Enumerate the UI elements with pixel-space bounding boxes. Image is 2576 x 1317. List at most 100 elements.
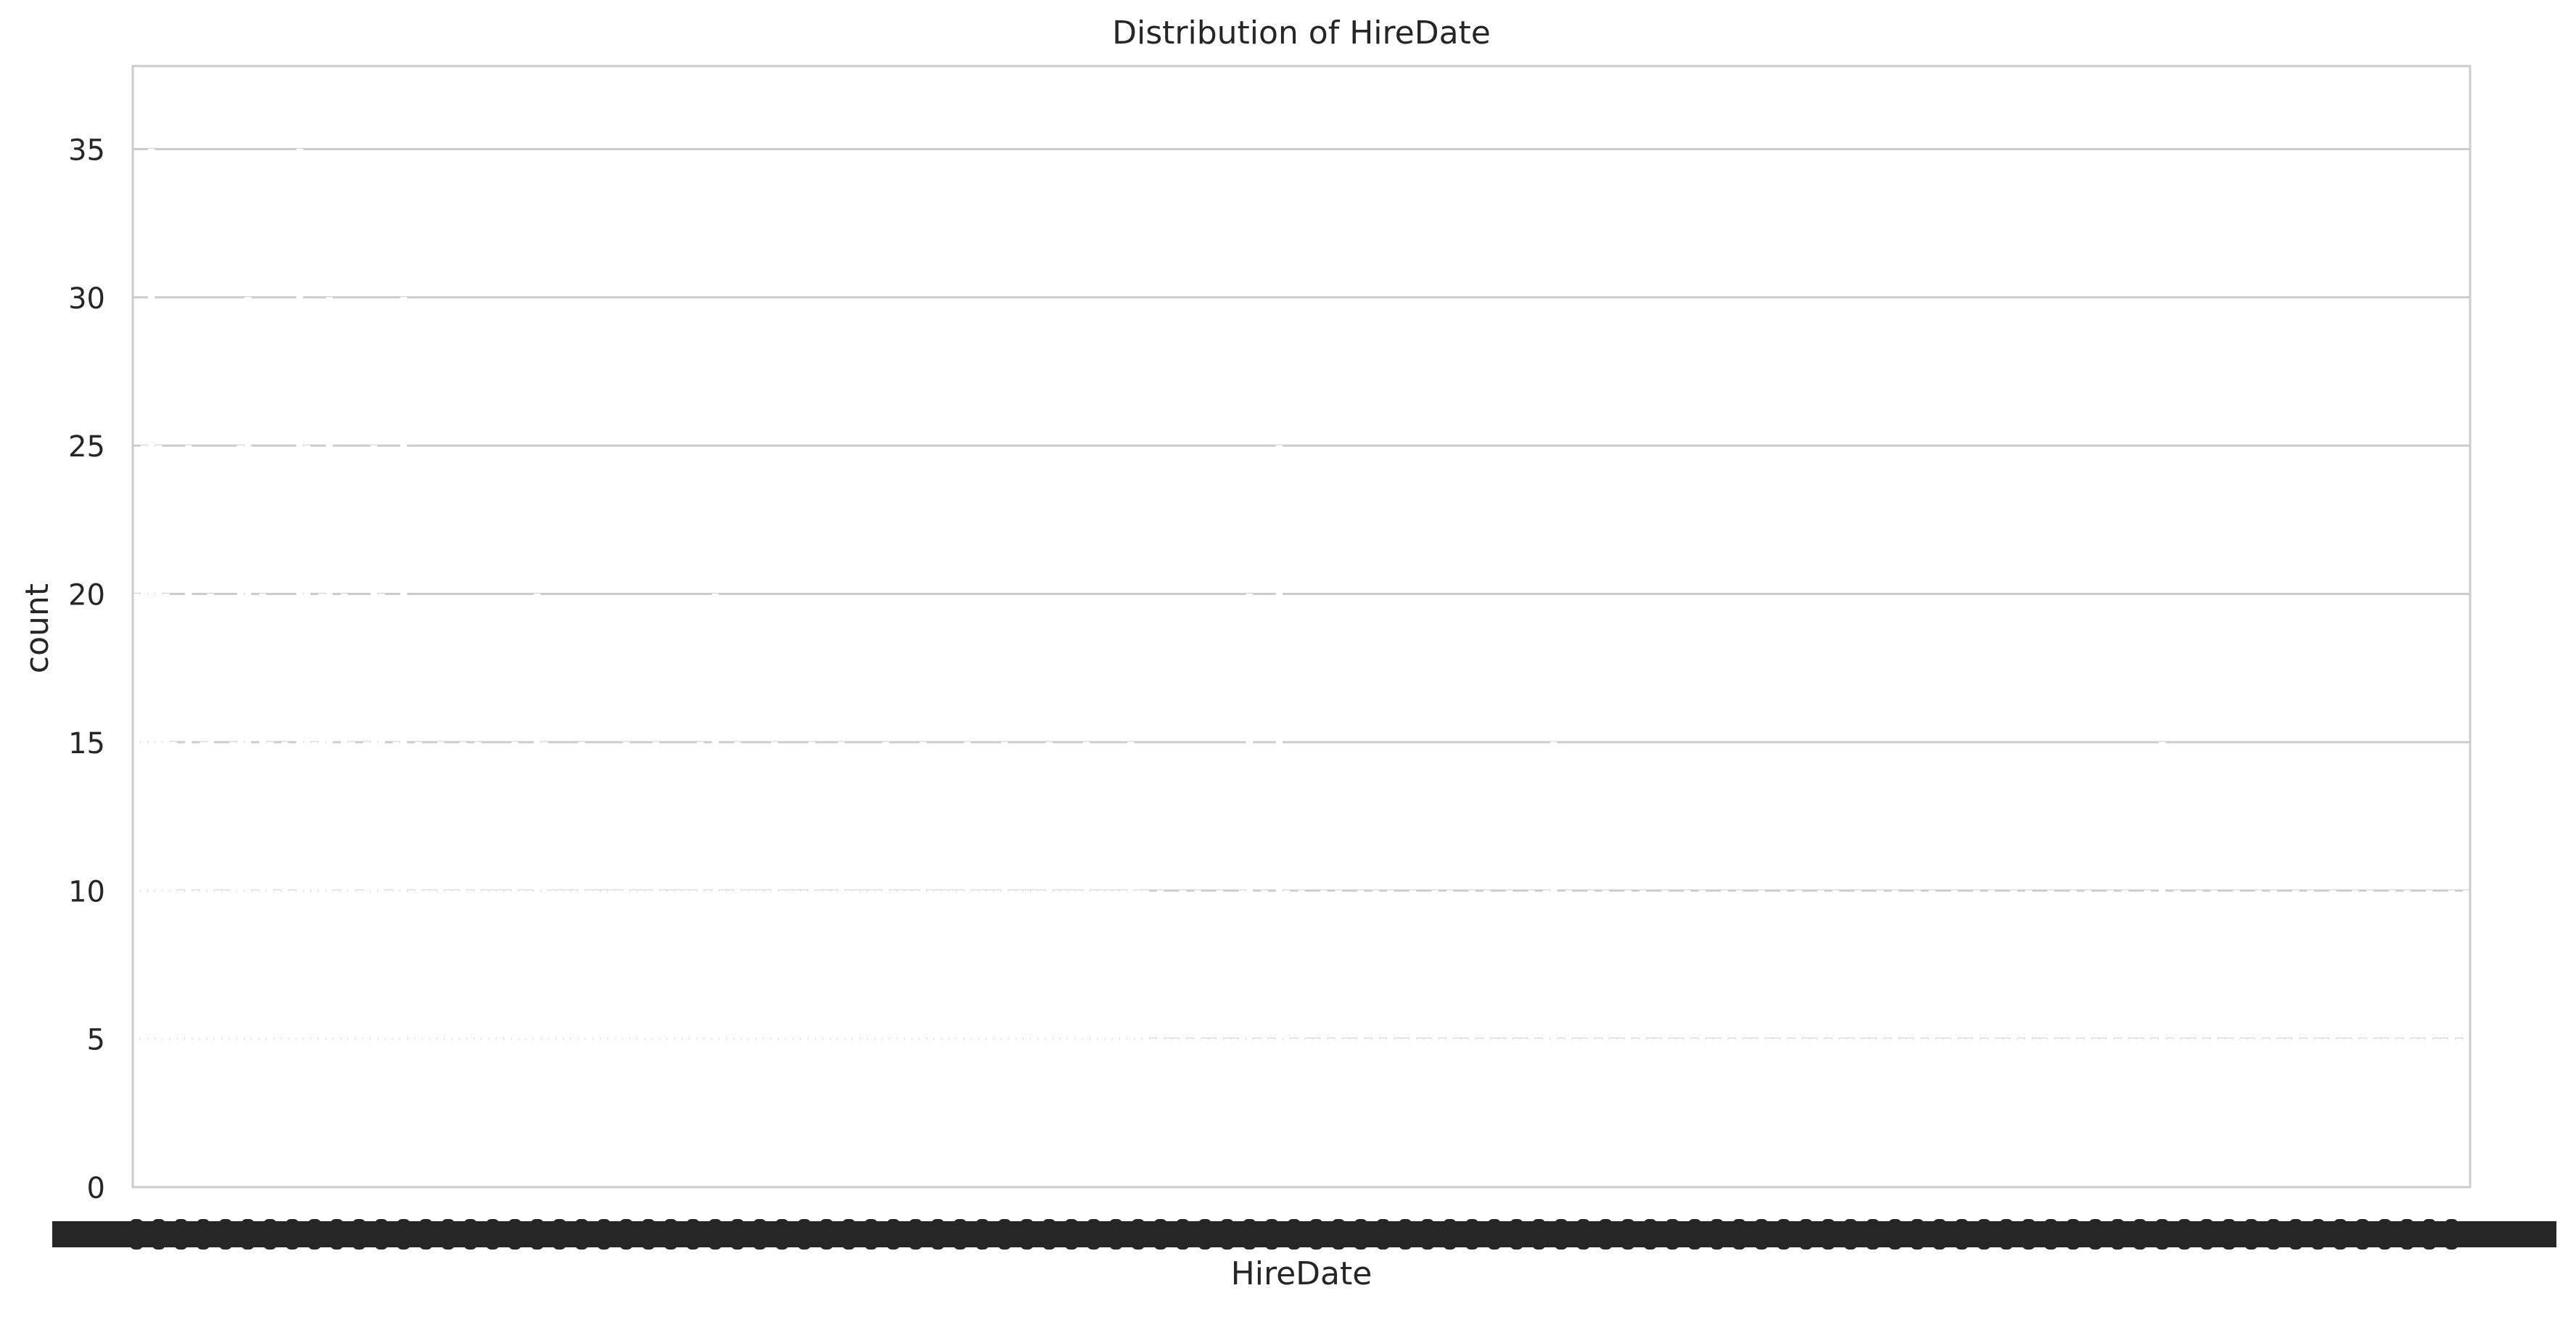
bar-29 <box>348 742 355 1188</box>
x-tick-glyph-120 <box>1020 1219 1034 1250</box>
bar-292 <box>2300 1038 2307 1188</box>
bar-35 <box>392 742 400 1188</box>
bar-294 <box>2314 1038 2322 1188</box>
bar-148 <box>1231 1038 1238 1188</box>
bar-172 <box>1409 890 1417 1188</box>
bar-312 <box>2448 890 2456 1188</box>
bar-45 <box>466 890 474 1188</box>
bar-296 <box>2329 890 2337 1188</box>
x-tick-glyph-279 <box>2200 1219 2213 1250</box>
x-tick-glyph-39 <box>419 1219 433 1250</box>
bar-1 <box>140 445 148 1188</box>
bar-97 <box>852 890 860 1188</box>
bar-308 <box>2418 1038 2426 1188</box>
bar-305 <box>2396 1038 2403 1188</box>
bar-190 <box>1542 890 1550 1188</box>
bar-51 <box>511 742 519 1188</box>
x-tick-glyph-246 <box>1955 1219 1969 1250</box>
bar-244 <box>1943 1038 1951 1188</box>
bar-5 <box>170 742 177 1188</box>
bar-196 <box>1587 890 1594 1188</box>
bar-123 <box>1045 742 1053 1188</box>
bar-214 <box>1721 890 1728 1188</box>
x-tick-glyph-96 <box>842 1219 856 1250</box>
x-tick-glyph-282 <box>2222 1219 2236 1250</box>
x-tick-glyph-252 <box>1999 1219 2013 1250</box>
x-tick-glyph-243 <box>1933 1219 1946 1250</box>
x-tick-glyph-207 <box>1666 1219 1679 1250</box>
bar-56 <box>548 890 556 1188</box>
bar-98 <box>860 890 868 1188</box>
bar-165 <box>1357 890 1365 1188</box>
x-tick-glyph-159 <box>1309 1219 1323 1250</box>
bar-84 <box>756 890 764 1188</box>
x-tick-glyph-12 <box>218 1219 232 1250</box>
bar-181 <box>1476 1038 1484 1188</box>
x-tick-glyph-174 <box>1420 1219 1434 1250</box>
bar-49 <box>496 890 504 1188</box>
bar-67 <box>630 890 638 1188</box>
bar-208 <box>1676 1038 1684 1188</box>
bar-4 <box>162 593 170 1188</box>
bar-114 <box>979 890 986 1188</box>
bars-layer <box>133 148 2470 1188</box>
x-tick-glyph-54 <box>530 1219 544 1250</box>
bar-282 <box>2225 1038 2233 1188</box>
bar-279 <box>2203 1038 2210 1188</box>
bar-69 <box>645 890 652 1188</box>
bar-127 <box>1075 890 1082 1188</box>
x-tick-glyph-171 <box>1399 1219 1412 1250</box>
bar-151 <box>1253 1038 1261 1188</box>
bar-141 <box>1179 890 1187 1188</box>
bar-136 <box>1142 890 1149 1188</box>
x-tick-glyph-33 <box>374 1219 388 1250</box>
bar-281 <box>2218 1038 2226 1188</box>
y-tick-label-1: 5 <box>87 1024 105 1057</box>
bar-176 <box>1439 1038 1447 1188</box>
bar-33 <box>377 593 385 1188</box>
bar-100 <box>875 890 882 1188</box>
bar-216 <box>1735 890 1743 1188</box>
bar-102 <box>889 890 897 1188</box>
plot-frame <box>131 65 2472 1189</box>
bar-185 <box>1505 890 1513 1188</box>
bar-280 <box>2210 890 2218 1188</box>
y-tick-label-3: 15 <box>68 727 105 760</box>
bar-143 <box>1194 890 1201 1188</box>
bar-8 <box>192 890 199 1188</box>
y-tick-label-5: 25 <box>68 430 105 464</box>
bar-194 <box>1572 1038 1580 1188</box>
bar-283 <box>2233 890 2240 1188</box>
bar-287 <box>2263 1038 2270 1188</box>
bar-210 <box>1691 1038 1698 1188</box>
x-tick-glyph-204 <box>1643 1219 1657 1250</box>
x-tick-glyph-285 <box>2244 1219 2258 1250</box>
x-tick-glyph-45 <box>464 1219 477 1250</box>
x-tick-glyph-27 <box>330 1219 344 1250</box>
x-tick-glyph-237 <box>1888 1219 1902 1250</box>
bar-144 <box>1201 1038 1209 1188</box>
bar-286 <box>2255 890 2263 1188</box>
bar-187 <box>1521 1038 1528 1188</box>
x-tick-glyph-90 <box>797 1219 811 1250</box>
bar-222 <box>1780 890 1787 1188</box>
bar-48 <box>489 890 496 1188</box>
bar-307 <box>2411 1038 2418 1188</box>
bar-204 <box>1647 1038 1654 1188</box>
bar-173 <box>1416 1038 1424 1188</box>
x-tick-glyph-129 <box>1087 1219 1100 1250</box>
bar-306 <box>2403 890 2411 1188</box>
x-tick-glyph-15 <box>241 1219 255 1250</box>
x-tick-glyph-312 <box>2445 1219 2458 1250</box>
bar-40 <box>429 890 437 1188</box>
bar-152 <box>1261 890 1268 1188</box>
x-tick-glyph-51 <box>508 1219 522 1250</box>
bar-89 <box>793 890 801 1188</box>
bar-61 <box>585 890 593 1188</box>
bar-215 <box>1728 1038 1735 1188</box>
bar-36 <box>400 297 408 1188</box>
x-tick-glyph-195 <box>1576 1219 1590 1250</box>
bar-47 <box>482 890 489 1188</box>
y-tick-label-6: 30 <box>68 282 105 316</box>
